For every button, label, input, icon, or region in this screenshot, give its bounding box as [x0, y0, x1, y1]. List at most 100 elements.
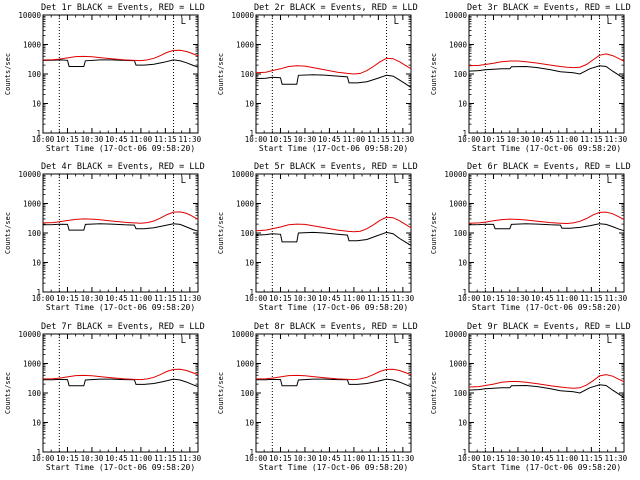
x-tick-label: 11:30	[605, 135, 628, 144]
attenuator-marker: L	[607, 176, 612, 186]
series-line-events	[42, 378, 199, 388]
x-tick-label: 10:45	[531, 454, 554, 463]
panel-title: Det 7r BLACK = Events, RED = LLD	[41, 322, 205, 332]
x-tick-label: 10:15	[56, 294, 79, 303]
attenuator-marker: L	[181, 17, 186, 27]
panel-det-2: Det 2r BLACK = Events, RED = LLD 1 10 100 10…	[217, 3, 418, 153]
y-tick-label: 10	[245, 419, 255, 428]
x-tick-label: 11:00	[130, 454, 153, 463]
y-tick-label: 10	[458, 259, 468, 268]
x-tick-label: 10:30	[507, 135, 530, 144]
plot-frame	[255, 333, 412, 453]
x-tick-label: 11:15	[580, 294, 603, 303]
y-tick-label: 1	[249, 448, 254, 457]
plot-frame	[42, 173, 199, 293]
series-line-lld	[255, 368, 412, 381]
y-tick-label: 100	[27, 389, 41, 398]
panel-det-5: Det 5r BLACK = Events, RED = LLD 1 10 100 10…	[217, 162, 418, 312]
y-tick-label: 1	[462, 448, 467, 457]
series-line-events	[468, 384, 625, 399]
x-tick-label: 10:15	[269, 135, 292, 144]
plot-frame	[42, 14, 199, 134]
attenuator-marker: L	[394, 176, 399, 186]
panel-title: Det 8r BLACK = Events, RED = LLD	[254, 322, 418, 332]
y-tick-label: 100	[240, 229, 254, 238]
x-tick-label: 10:00	[32, 294, 55, 303]
y-tick-label: 1000	[23, 360, 42, 369]
x-tick-label: 11:15	[580, 135, 603, 144]
attenuator-marker: L	[181, 336, 186, 346]
y-tick-label: 100	[453, 389, 467, 398]
y-tick-label: 1	[36, 448, 41, 457]
y-tick-label: 1	[36, 288, 41, 297]
panel-title: Det 6r BLACK = Events, RED = LLD	[467, 162, 631, 172]
x-tick-label: 10:00	[245, 135, 268, 144]
y-axis-label: Counts/sec	[217, 53, 225, 95]
y-tick-label: 10	[32, 259, 42, 268]
attenuator-marker: L	[607, 17, 612, 27]
y-tick-label: 10	[32, 419, 42, 428]
y-tick-label: 1	[249, 129, 254, 138]
x-tick-label: 10:30	[294, 135, 317, 144]
y-axis-label: Counts/sec	[430, 372, 438, 414]
x-tick-label: 11:30	[179, 294, 202, 303]
series-line-events	[42, 223, 199, 232]
x-tick-label: 10:45	[531, 135, 554, 144]
x-tick-label: 10:15	[482, 294, 505, 303]
series-line-events	[255, 231, 412, 246]
panel-title: Det 2r BLACK = Events, RED = LLD	[254, 3, 418, 13]
x-tick-label: 11:00	[343, 454, 366, 463]
x-tick-label: 10:00	[458, 294, 481, 303]
panel-det-7: Det 7r BLACK = Events, RED = LLD 1 10 100 10…	[4, 322, 205, 472]
x-tick-label: 11:30	[392, 454, 415, 463]
series-line-lld	[42, 211, 199, 224]
panel-det-9: Det 9r BLACK = Events, RED = LLD 1 10 100 10…	[430, 322, 631, 472]
series-line-lld	[468, 374, 625, 389]
y-tick-label: 1000	[236, 360, 255, 369]
y-tick-label: 10	[32, 100, 42, 109]
y-tick-label: 1	[36, 129, 41, 138]
x-tick-label: 10:45	[318, 135, 341, 144]
y-axis-label: Counts/sec	[217, 212, 225, 254]
x-tick-label: 11:15	[580, 454, 603, 463]
x-tick-label: 10:00	[458, 454, 481, 463]
x-tick-label: 10:30	[81, 454, 104, 463]
x-tick-label: 10:30	[294, 294, 317, 303]
plot-frame	[42, 333, 199, 453]
series-line-events	[468, 65, 625, 80]
y-axis-label: Counts/sec	[430, 212, 438, 254]
x-axis-label: Start Time (17-Oct-06 09:58:20)	[472, 463, 621, 472]
x-axis-label: Start Time (17-Oct-06 09:58:20)	[472, 144, 621, 153]
x-tick-label: 11:00	[556, 454, 579, 463]
x-tick-label: 10:30	[294, 454, 317, 463]
panel-title: Det 4r BLACK = Events, RED = LLD	[41, 162, 205, 172]
x-tick-label: 10:45	[318, 294, 341, 303]
x-tick-label: 11:00	[130, 294, 153, 303]
y-tick-label: 1000	[449, 41, 468, 50]
x-tick-label: 10:45	[105, 135, 128, 144]
attenuator-marker: L	[181, 176, 186, 186]
y-tick-label: 100	[27, 229, 41, 238]
x-tick-label: 11:00	[556, 294, 579, 303]
x-tick-label: 11:15	[367, 135, 390, 144]
plot-frame	[468, 333, 625, 453]
y-tick-label: 1000	[449, 360, 468, 369]
y-tick-label: 1000	[236, 41, 255, 50]
y-tick-label: 1	[249, 288, 254, 297]
x-tick-label: 11:15	[154, 294, 177, 303]
y-tick-label: 100	[453, 70, 467, 79]
plot-frame	[468, 14, 625, 134]
y-axis-label: Counts/sec	[430, 53, 438, 95]
x-tick-label: 11:15	[367, 294, 390, 303]
x-tick-label: 10:30	[507, 294, 530, 303]
x-tick-label: 11:00	[130, 135, 153, 144]
y-tick-label: 10000	[444, 330, 467, 339]
attenuator-marker: L	[394, 336, 399, 346]
series-line-lld	[255, 57, 412, 75]
x-tick-label: 10:15	[269, 454, 292, 463]
series-line-events	[255, 378, 412, 388]
y-tick-label: 100	[240, 70, 254, 79]
x-tick-label: 10:15	[56, 135, 79, 144]
panel-det-8: Det 8r BLACK = Events, RED = LLD 1 10 100 10…	[217, 322, 418, 472]
